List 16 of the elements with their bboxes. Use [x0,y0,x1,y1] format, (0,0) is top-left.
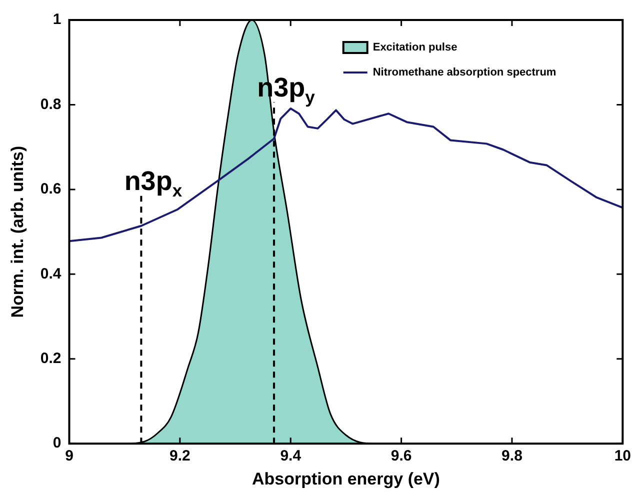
x-tick-label: 9.2 [170,448,190,465]
y-tick-label: 0.8 [40,96,62,113]
x-axis-title: Absorption energy (eV) [252,469,440,488]
x-tick-label: 9.6 [390,448,412,465]
x-tick-label: 9 [65,448,74,465]
y-tick-label: 0.6 [40,180,62,198]
legend-label: Nitromethane absorption spectrum [372,66,556,79]
x-tick-label: 9.4 [280,448,302,465]
y-axis-title: Norm. int. (arb. units) [8,146,27,318]
y-tick-label: 0.2 [40,350,62,368]
x-tick-label: 10 [614,448,631,465]
y-tick-label: 0.4 [40,265,62,282]
x-tick-label: 9.8 [502,448,522,465]
y-tick-label: 1 [52,11,62,28]
y-tick-label: 0 [52,434,62,452]
legend-label: Excitation pulse [372,42,458,54]
